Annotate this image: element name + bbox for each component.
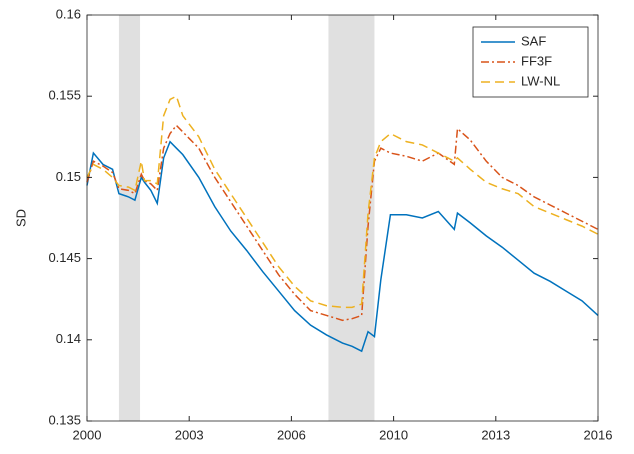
shaded-region: [118, 15, 141, 421]
y-tick-label: 0.145: [48, 250, 81, 265]
shaded-region: [328, 15, 375, 421]
legend-label: SAF: [521, 33, 546, 48]
y-tick-label: 0.15: [56, 169, 81, 184]
legend: SAF FF3F LW-NL: [472, 26, 589, 98]
x-tick-label: 2006: [277, 427, 306, 442]
x-tick-label: 2010: [379, 427, 408, 442]
y-axis-label: SD: [13, 209, 28, 227]
series-line: [86, 140, 599, 353]
y-tick-label: 0.155: [48, 88, 81, 103]
x-tick-label: 2000: [73, 427, 102, 442]
x-tick-label: 2013: [481, 427, 510, 442]
y-tick-label: 0.16: [56, 6, 81, 21]
y-tick-label: 0.135: [48, 412, 81, 427]
x-tick-label: 2016: [584, 427, 613, 442]
series-line: [86, 95, 599, 309]
series-line: [86, 124, 599, 322]
y-tick-label: 0.14: [56, 331, 81, 346]
legend-label: FF3F: [521, 53, 552, 68]
x-tick-label: 2003: [175, 427, 204, 442]
legend-label: LW-NL: [521, 73, 560, 88]
axes-box: [86, 14, 599, 422]
